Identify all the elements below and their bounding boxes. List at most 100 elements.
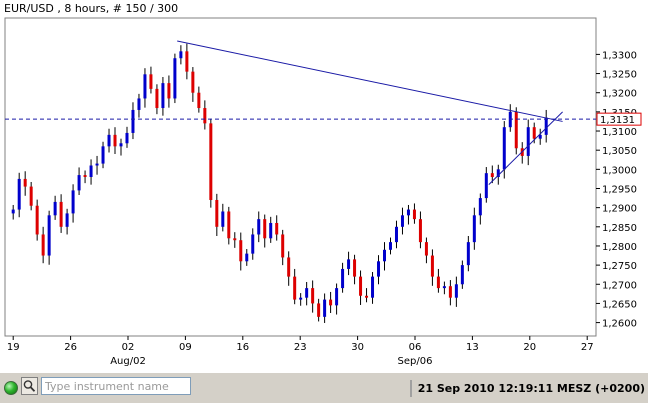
candle-body [275, 222, 279, 235]
candle-body [335, 288, 339, 306]
price-chart[interactable]: EUR/USD , 8 hours, # 150 / 300 1,3300 1,32… [0, 0, 648, 372]
y-tick-label: 1,3300 [602, 50, 637, 61]
candle-body [400, 215, 404, 227]
candle-body [173, 58, 177, 99]
candle-body [502, 127, 506, 170]
current-price-box [596, 112, 642, 126]
chart-frame: EUR/USD , 8 hours, # 150 / 300 1,3300 1,32… [0, 0, 648, 372]
y-tick-label: 1,3100 [602, 127, 637, 138]
candle-body [59, 201, 63, 227]
candle-body [341, 268, 345, 289]
x-tick-label: 27 [581, 342, 594, 353]
y-tick-label: 1,2850 [602, 223, 637, 234]
candle-body [353, 259, 357, 277]
y-tick-label: 1,2700 [602, 280, 637, 291]
x-tick-label: 26 [64, 342, 77, 353]
candle-body [430, 255, 434, 277]
candle-body [203, 108, 207, 124]
search-icon[interactable] [21, 377, 38, 395]
y-tick-label: 1,3000 [602, 165, 637, 176]
candle-body [23, 178, 27, 187]
candle-body [359, 276, 363, 296]
candle-body [215, 199, 219, 227]
candle-body [287, 257, 291, 277]
x-tick-label: 02 [122, 342, 135, 353]
x-tick-label: 06 [409, 342, 422, 353]
candle-body [119, 143, 123, 147]
candle-body [329, 299, 333, 306]
y-tick-label: 1,2750 [602, 261, 637, 272]
candle-body [65, 213, 69, 227]
candle-body [532, 127, 536, 139]
candle-body [131, 109, 135, 133]
y-tick-label: 1,2950 [602, 184, 637, 195]
candle-body [263, 219, 267, 239]
y-tick-label: 1,2900 [602, 204, 637, 215]
candle-body [227, 211, 231, 239]
candle-body [239, 240, 243, 262]
candle-body [137, 98, 141, 110]
candle-body [143, 74, 147, 99]
candle-body [77, 175, 81, 191]
candle-body [155, 88, 159, 109]
instrument-search-input[interactable] [41, 377, 191, 395]
x-tick-label: 19 [7, 342, 20, 353]
candle-body [41, 234, 45, 256]
candle-body [418, 219, 422, 243]
candle-body [424, 242, 428, 256]
candle-body [113, 134, 117, 147]
candle-body [167, 83, 171, 99]
plot-area [4, 17, 597, 337]
candle-body [371, 276, 375, 298]
candle-body [347, 259, 351, 269]
y-tick-label: 1,3200 [602, 89, 637, 100]
x-tick-label: 20 [523, 342, 536, 353]
candle-body [17, 178, 21, 210]
candle-body [191, 71, 195, 93]
candle-body [311, 288, 315, 304]
candle-body [383, 249, 387, 262]
current-price-label: 1,3131 [600, 115, 635, 126]
candle-body [71, 190, 75, 214]
candle-body [412, 209, 416, 220]
candle-body [35, 205, 39, 235]
candle-body [388, 242, 392, 250]
candle-body [107, 134, 111, 147]
candle-body [149, 74, 153, 89]
candle-body [377, 261, 381, 277]
candle-body [125, 132, 129, 144]
candle-body [365, 295, 369, 298]
candle-body [83, 175, 87, 177]
x-tick-label: 13 [466, 342, 479, 353]
candle-body [317, 303, 321, 317]
status-bar: 21 Sep 2010 12:19:11 MESZ (+0200) [0, 372, 648, 403]
candle-body [185, 51, 189, 72]
candle-body [448, 286, 452, 298]
x-month-label: Sep/06 [398, 356, 433, 367]
candle-body [233, 238, 237, 241]
candle-body [161, 83, 165, 109]
y-tick-label: 1,3250 [602, 70, 637, 81]
candle-body [179, 51, 183, 59]
x-tick-label: 30 [351, 342, 364, 353]
y-tick-label: 1,2650 [602, 299, 637, 310]
candle-body [269, 222, 273, 239]
x-tick-label: 09 [179, 342, 192, 353]
candle-body [293, 276, 297, 300]
candle-body [466, 242, 470, 266]
candle-body [101, 146, 105, 164]
x-month-label: Aug/02 [110, 356, 146, 367]
candle-body [197, 92, 201, 109]
candle-body [95, 163, 99, 166]
candle-body [490, 173, 494, 177]
x-tick-label: 23 [294, 342, 307, 353]
candle-body [526, 127, 530, 156]
candle-body [478, 198, 482, 216]
candle-body [305, 288, 309, 298]
candle-body [53, 201, 57, 216]
candle-body [472, 215, 476, 243]
candle-body [251, 234, 255, 254]
candle-body [221, 211, 225, 227]
candle-body [514, 111, 518, 149]
candle-body [209, 123, 213, 200]
